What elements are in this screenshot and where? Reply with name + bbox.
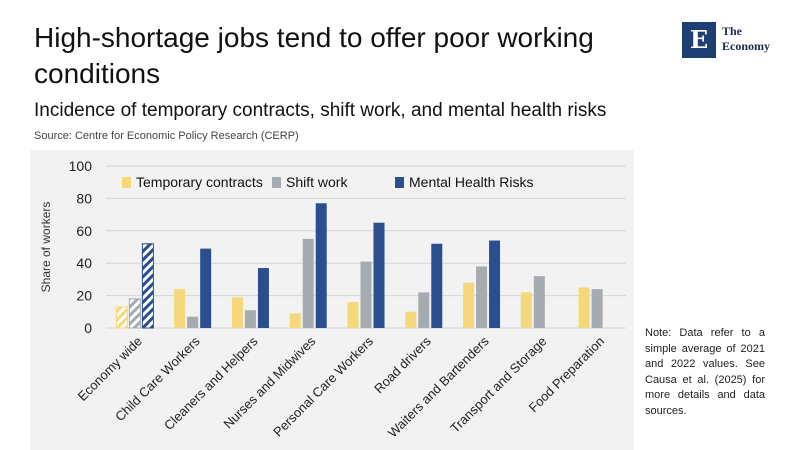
note-text: Note: Data refer to a simple average of … <box>645 327 765 417</box>
bar-shift <box>128 298 141 329</box>
the-economy-logo[interactable]: E The Economy <box>682 22 792 58</box>
legend-label-temporary: Temporary contracts <box>136 174 263 190</box>
chart-subtitle: Incidence of temporary contracts, shift … <box>34 100 607 121</box>
legend-swatch-mental <box>395 177 404 188</box>
y-tick-label: 40 <box>76 255 92 271</box>
x-tick-label: Cleaners and Helpers <box>161 333 261 433</box>
logo-wordmark: The Economy <box>722 24 770 53</box>
bar-temporary <box>520 292 532 328</box>
bar-temporary <box>174 289 186 328</box>
bar-mental <box>315 203 327 328</box>
x-tick-label: Waiters and Bartenders <box>385 333 492 440</box>
bar-mental <box>141 243 154 329</box>
chart-title: High-shortage jobs tend to offer poor wo… <box>34 22 594 89</box>
bar-mental <box>200 248 212 328</box>
source-text: Source: Centre for Economic Policy Resea… <box>34 130 299 142</box>
bar-mental <box>489 240 501 328</box>
logo-mark <box>682 22 716 58</box>
y-tick-label: 20 <box>76 288 92 304</box>
bar-shift <box>244 310 256 328</box>
y-tick-label: 100 <box>69 158 93 174</box>
bar-mental <box>431 243 443 328</box>
bar-temporary <box>463 282 475 328</box>
bar-shift <box>302 238 314 328</box>
legend-swatch-shift <box>272 177 281 188</box>
y-tick-label: 0 <box>84 320 92 336</box>
bar-mental <box>373 222 385 328</box>
y-tick-label: 80 <box>76 190 92 206</box>
bar-shift <box>533 276 545 328</box>
legend-label-shift: Shift work <box>286 174 348 190</box>
legend-label-mental: Mental Health Risks <box>409 174 534 190</box>
logo-letter: E <box>689 25 709 54</box>
bar-shift <box>476 266 488 328</box>
bar-temporary <box>405 311 417 328</box>
y-axis-label: Share of workers <box>39 202 53 293</box>
bar-temporary <box>347 302 359 328</box>
x-tick-label: Road drivers <box>371 333 434 396</box>
bar-shift <box>418 292 430 328</box>
bar-mental <box>257 268 269 328</box>
y-tick-label: 60 <box>76 223 92 239</box>
legend-swatch-temporary <box>122 177 131 188</box>
bar-temporary <box>115 306 128 329</box>
bar-temporary <box>578 287 590 328</box>
bar-shift <box>591 289 603 328</box>
bar-shift <box>360 261 372 328</box>
x-tick-label: Personal Care Workers <box>270 333 376 439</box>
bar-temporary <box>231 297 243 328</box>
x-tick-label: Transport and Storage <box>447 334 549 436</box>
bar-shift <box>187 316 199 328</box>
bar-temporary <box>289 313 301 328</box>
